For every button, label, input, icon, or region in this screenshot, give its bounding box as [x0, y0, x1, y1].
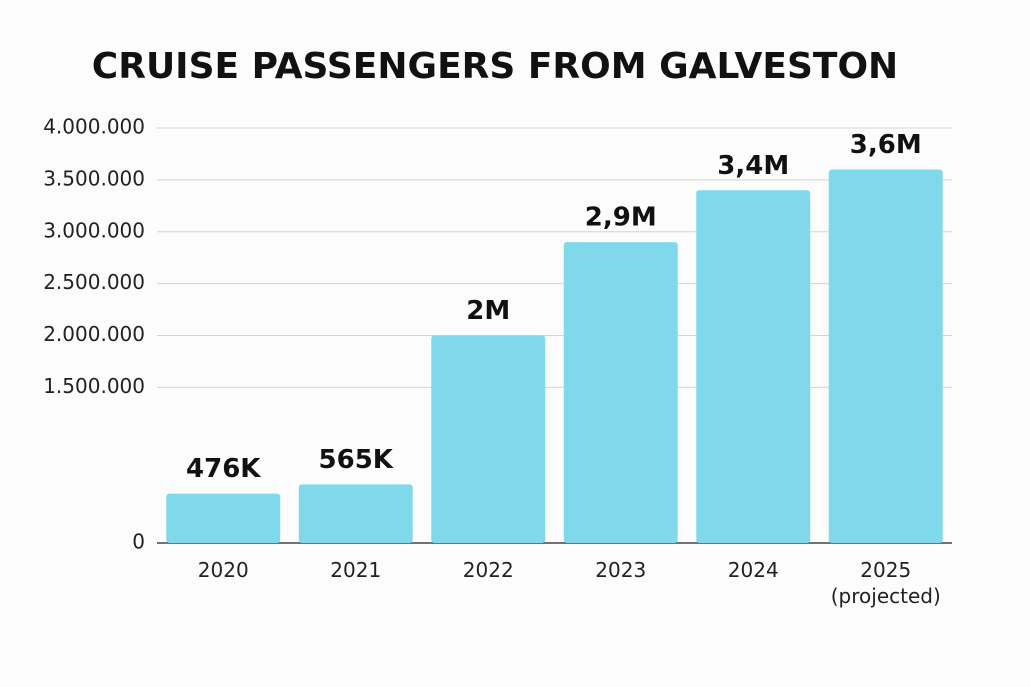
- x-tick-label: 2024: [727, 558, 779, 582]
- value-label: 3,4M: [717, 151, 789, 181]
- value-label: 3,6M: [850, 130, 922, 160]
- value-label: 2M: [466, 296, 510, 326]
- y-tick-label: 3.500.000: [43, 166, 145, 190]
- x-tick-label: 2023: [595, 558, 647, 582]
- x-tick-label: 2022: [462, 558, 514, 582]
- x-tick-label: 2021: [330, 558, 382, 582]
- value-label: 2,9M: [585, 203, 657, 233]
- value-label: 476K: [186, 454, 261, 484]
- x-tick-label: 2025 (projected): [830, 558, 941, 608]
- bar: [431, 335, 546, 543]
- y-tick-label: 1.500.000: [43, 374, 145, 398]
- bar: [696, 190, 811, 543]
- y-tick-label: 3.000.000: [43, 218, 145, 242]
- bar: [166, 493, 281, 543]
- bar: [298, 484, 413, 543]
- value-label: 565K: [319, 445, 394, 475]
- y-tick-label: 0: [132, 530, 145, 554]
- y-tick-label: 2.500.000: [43, 270, 145, 294]
- bar: [828, 169, 943, 543]
- bar: [563, 242, 678, 543]
- y-tick-label: 4.000.000: [43, 115, 145, 139]
- chart-title: CRUISE PASSENGERS FROM GALVESTON: [92, 46, 898, 87]
- x-tick-label: 2020: [197, 558, 249, 582]
- y-tick-label: 2.000.000: [43, 322, 145, 346]
